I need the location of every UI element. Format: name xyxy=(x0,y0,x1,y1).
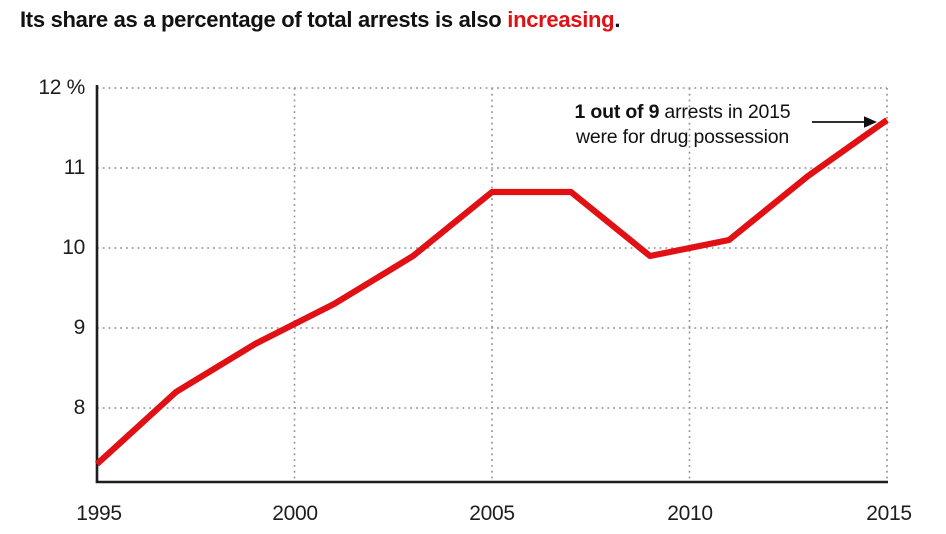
chart-title-period: . xyxy=(614,7,621,32)
chart-title: Its share as a percentage of total arres… xyxy=(20,7,620,33)
x-tick-label-2000: 2000 xyxy=(272,502,318,525)
chart-title-text: Its share as a percentage of total arres… xyxy=(20,7,508,32)
y-tick-label-11: 11 xyxy=(63,156,86,179)
x-tick-label-2005: 2005 xyxy=(469,502,515,525)
chart-title-highlight: increasing xyxy=(507,7,615,32)
x-tick-label-2010: 2010 xyxy=(667,502,713,525)
gridlines xyxy=(97,87,888,480)
x-tick-label-2015: 2015 xyxy=(866,502,912,525)
y-tick-label-9: 9 xyxy=(73,316,86,339)
data-line-series xyxy=(94,117,889,467)
y-tick-label-8: 8 xyxy=(73,396,86,419)
annotation-line1-rest: arrests in 2015 xyxy=(659,101,791,123)
y-tick-label-12: 12 % xyxy=(38,76,85,99)
annotation-bold-text: 1 out of 9 xyxy=(574,101,660,123)
y-tick-label-10: 10 xyxy=(62,236,85,259)
x-tick-label-1995: 1995 xyxy=(76,502,122,525)
annotation-line1: 1 out of 9 arrests in 2015 xyxy=(540,100,825,125)
annotation-line2: were for drug possession xyxy=(575,126,790,148)
arrow-icon xyxy=(812,116,877,128)
annotation-callout: 1 out of 9 arrests in 2015 were for drug… xyxy=(540,100,825,150)
